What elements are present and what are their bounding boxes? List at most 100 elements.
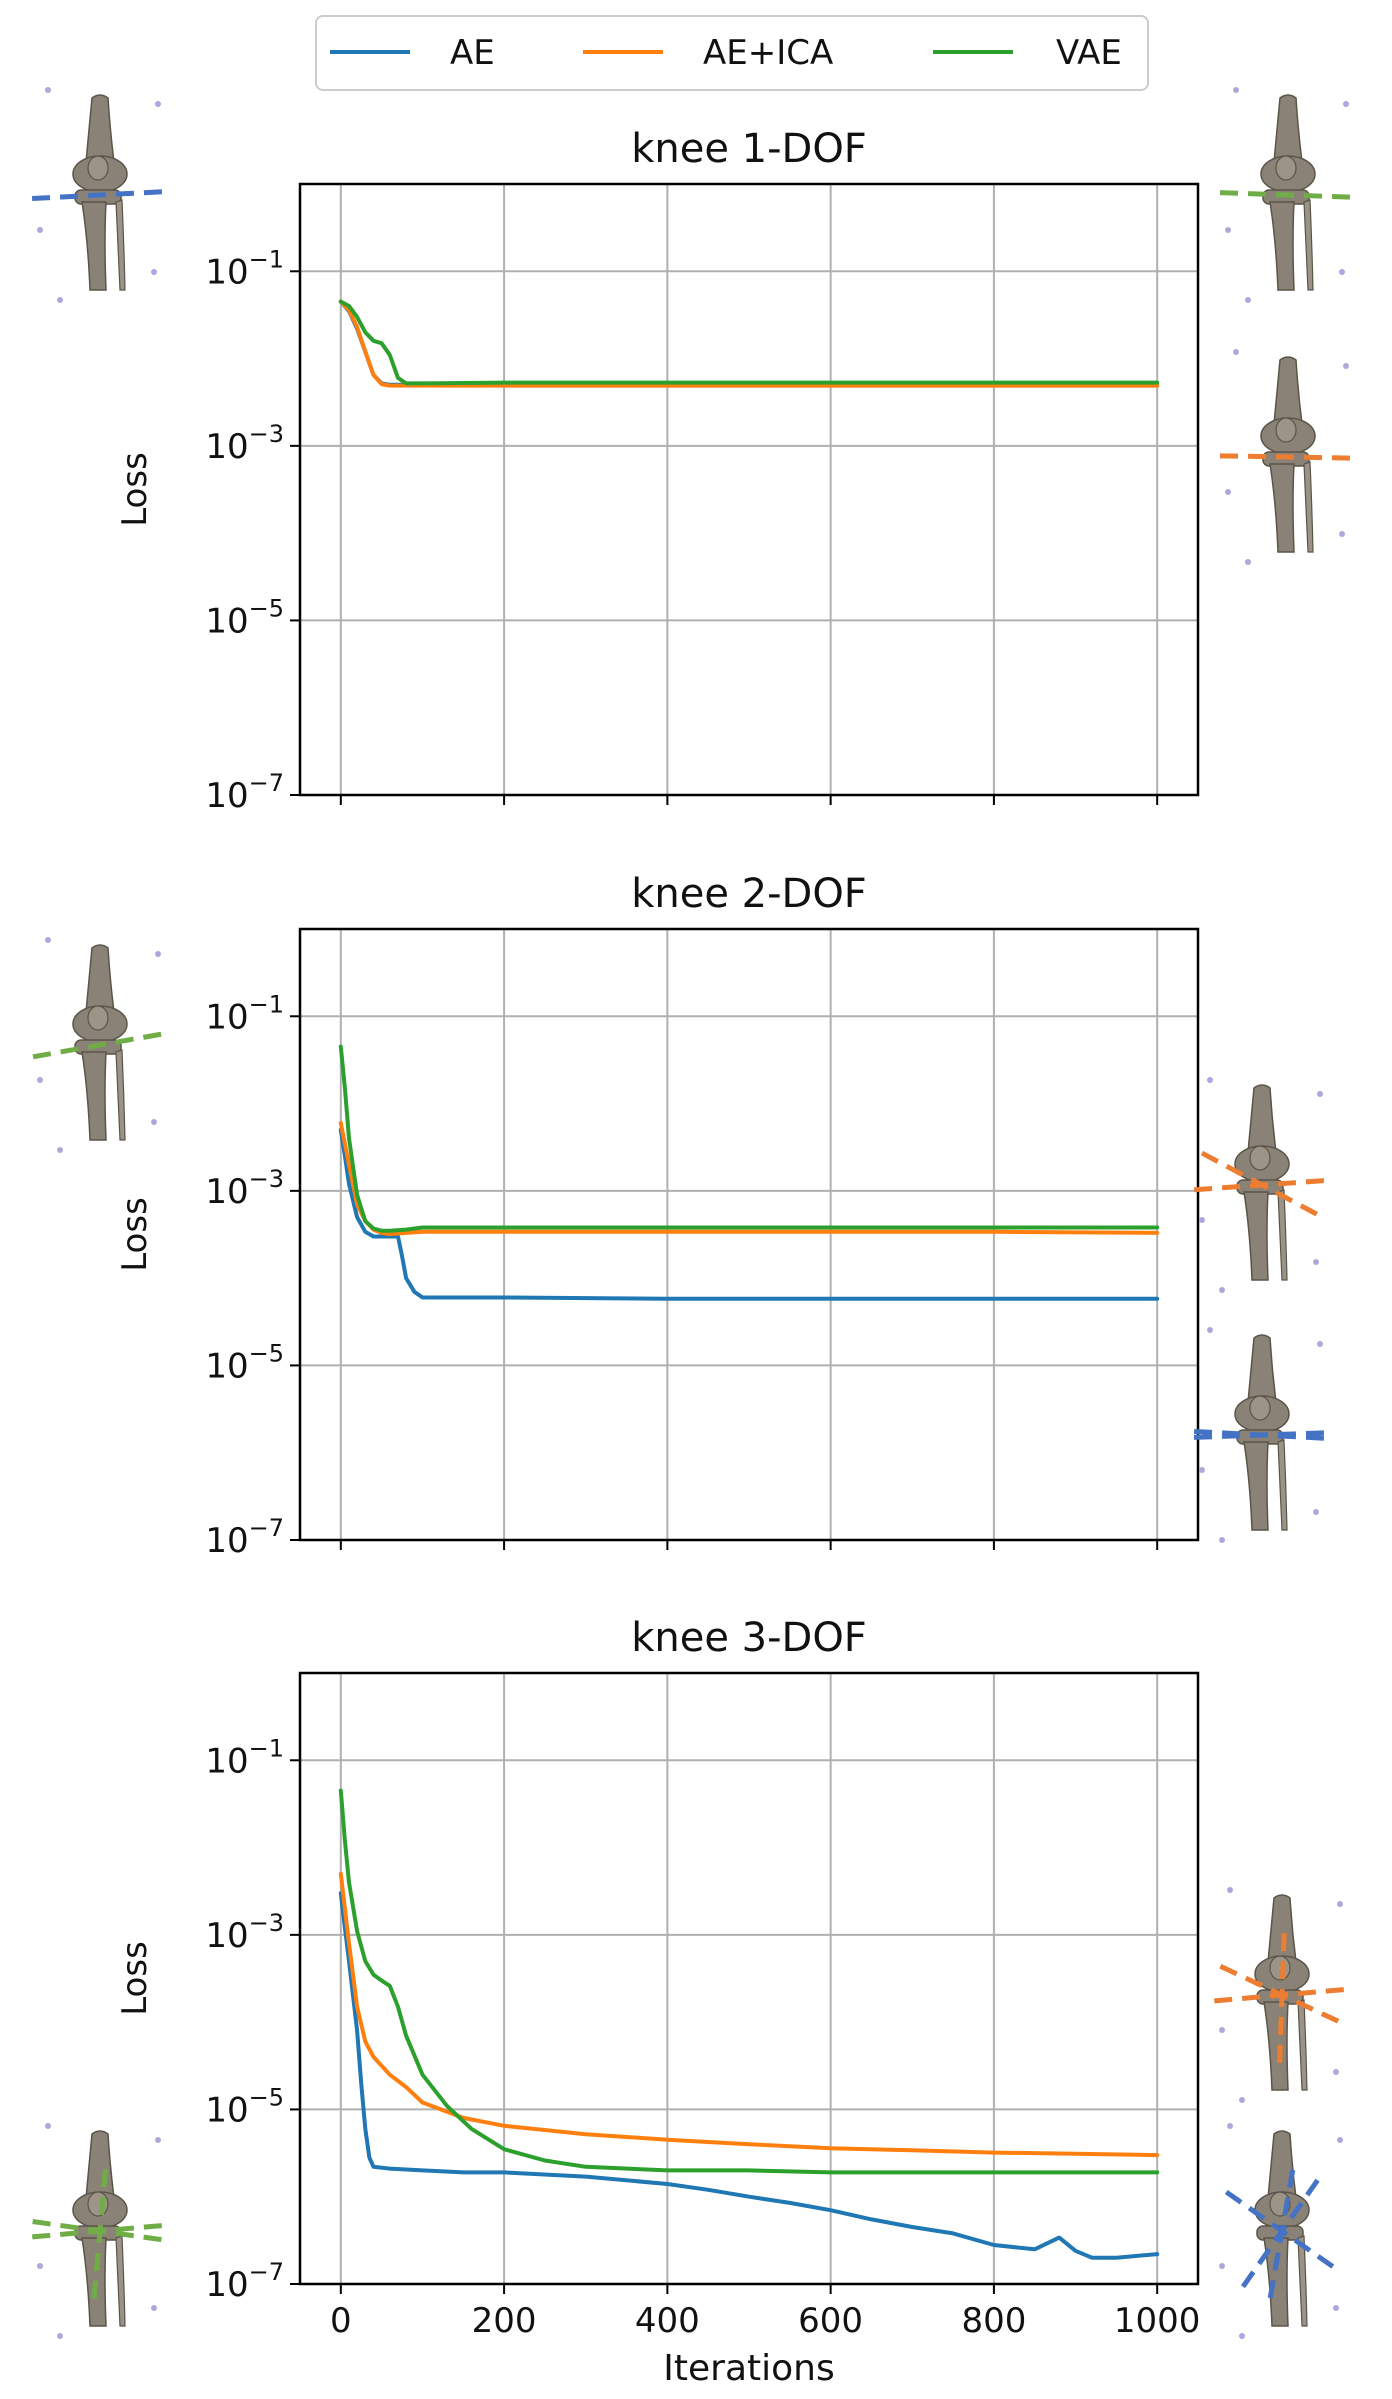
knee-icon-bot-left bbox=[32, 2123, 168, 2339]
marker-dot bbox=[151, 269, 157, 275]
legend: AE AE+ICA VAE bbox=[315, 15, 1149, 91]
fibula bbox=[115, 1049, 126, 1141]
series-line-vae bbox=[338, 299, 1160, 386]
femur-shaft bbox=[85, 944, 115, 1013]
patella bbox=[1249, 1145, 1271, 1171]
marker-dot bbox=[1339, 531, 1345, 537]
y-tick-label: 10−3 bbox=[205, 420, 284, 467]
marker-dot bbox=[45, 2123, 51, 2129]
fibula bbox=[1303, 461, 1314, 553]
marker-dot bbox=[57, 1147, 63, 1153]
knee-icon-top-left bbox=[31, 87, 169, 303]
x-tick-label: 600 bbox=[798, 2301, 863, 2341]
series-line-ae-ica bbox=[338, 1871, 1160, 2158]
patella bbox=[87, 1005, 109, 1031]
series-line-ae-ica bbox=[338, 299, 1160, 388]
rotation-axis bbox=[1219, 190, 1357, 200]
marker-dot bbox=[1207, 1077, 1213, 1083]
y-tick-label: 10−1 bbox=[205, 245, 284, 292]
femur-shaft bbox=[1273, 94, 1303, 163]
patella bbox=[1249, 1395, 1271, 1421]
marker-dot bbox=[1207, 1327, 1213, 1333]
grid bbox=[300, 1673, 1198, 2285]
marker-dot bbox=[1219, 1537, 1225, 1543]
y-axis-label: Loss bbox=[115, 1941, 155, 2016]
legend-label-vae: VAE bbox=[1056, 33, 1122, 73]
marker-dot bbox=[57, 297, 63, 303]
knee-icon-mid-right-1 bbox=[1193, 1077, 1331, 1293]
femur-shaft bbox=[1273, 356, 1303, 425]
marker-dot bbox=[155, 951, 161, 957]
patella bbox=[1275, 417, 1297, 443]
y-tick-label: 10−5 bbox=[205, 2083, 284, 2130]
marker-dot bbox=[1245, 559, 1251, 565]
y-axis-label: Loss bbox=[115, 1197, 155, 1272]
marker-dot bbox=[1317, 1091, 1323, 1097]
fibula bbox=[115, 199, 126, 291]
chart-title: knee 3-DOF bbox=[631, 1615, 867, 1661]
grid bbox=[300, 929, 1198, 1541]
grid bbox=[300, 184, 1198, 796]
marker-dot bbox=[45, 87, 51, 93]
y-tick-label: 10−1 bbox=[205, 1734, 284, 1781]
marker-dot bbox=[1313, 1259, 1319, 1265]
tibia-shaft bbox=[81, 201, 107, 291]
legend-label-ae-ica: AE+ICA bbox=[703, 33, 833, 73]
marker-dot bbox=[1225, 489, 1231, 495]
x-tick-label: 400 bbox=[635, 2301, 700, 2341]
marker-dot bbox=[1337, 1901, 1343, 1907]
tibia-shaft bbox=[1243, 1441, 1269, 1531]
legend-item-vae: VAE bbox=[933, 33, 1122, 73]
patella bbox=[1275, 155, 1297, 181]
knee-icon-mid-left bbox=[32, 937, 168, 1153]
series-line-ae bbox=[338, 1891, 1160, 2260]
tibia-shaft bbox=[1269, 463, 1295, 553]
rotation-axis bbox=[31, 188, 169, 202]
y-tick-label: 10−5 bbox=[205, 594, 284, 641]
patella bbox=[87, 155, 109, 181]
femur-shaft bbox=[1247, 1084, 1277, 1153]
y-tick-label: 10−3 bbox=[205, 1165, 284, 1212]
marker-dot bbox=[1227, 2123, 1233, 2129]
patella bbox=[1269, 1955, 1291, 1981]
fibula bbox=[1277, 1439, 1288, 1531]
x-tick-label: 1000 bbox=[1114, 2301, 1201, 2341]
marker-dot bbox=[37, 1077, 43, 1083]
rotation-axis bbox=[1219, 453, 1357, 461]
tibia-shaft bbox=[1263, 2237, 1289, 2327]
rotation-axis bbox=[1193, 1177, 1331, 1193]
tibia-shaft bbox=[81, 1051, 107, 1141]
knee-icon-mid-right-2 bbox=[1193, 1327, 1331, 1543]
marker-dot bbox=[1245, 297, 1251, 303]
plot-frame bbox=[298, 927, 1200, 1542]
marker-dot bbox=[1219, 2027, 1225, 2033]
legend-label-ae: AE bbox=[450, 33, 495, 73]
x-tick-label: 200 bbox=[472, 2301, 537, 2341]
series-group bbox=[338, 299, 1160, 388]
marker-dot bbox=[155, 2137, 161, 2143]
series-line-ae bbox=[338, 1127, 1160, 1301]
marker-dot bbox=[155, 101, 161, 107]
marker-dot bbox=[37, 2263, 43, 2269]
y-tick-label: 10−7 bbox=[205, 769, 284, 816]
series-line-vae bbox=[338, 1788, 1160, 2175]
fibula bbox=[1297, 1999, 1308, 2091]
rotation-axis bbox=[32, 1030, 168, 1060]
plot-frame bbox=[298, 1671, 1200, 2286]
rotation-axis bbox=[1193, 1430, 1331, 1440]
fibula bbox=[115, 2235, 126, 2327]
marker-dot bbox=[1225, 227, 1231, 233]
plot-frame bbox=[298, 182, 1200, 797]
knee-icon-top-right-1 bbox=[1219, 87, 1357, 303]
marker-dot bbox=[1227, 1887, 1233, 1893]
legend-item-ae-ica: AE+ICA bbox=[583, 33, 833, 73]
rotation-axis bbox=[91, 2163, 109, 2299]
fibula bbox=[1303, 199, 1314, 291]
marker-dot bbox=[45, 937, 51, 943]
femur-shaft bbox=[1267, 1894, 1297, 1963]
y-tick-label: 10−3 bbox=[205, 1909, 284, 1956]
marker-dot bbox=[1233, 349, 1239, 355]
legend-frame bbox=[315, 15, 1149, 91]
chart-panel-1: 10−1 10−3 10−5 10−7 knee 1-DOF Loss bbox=[115, 126, 1200, 816]
